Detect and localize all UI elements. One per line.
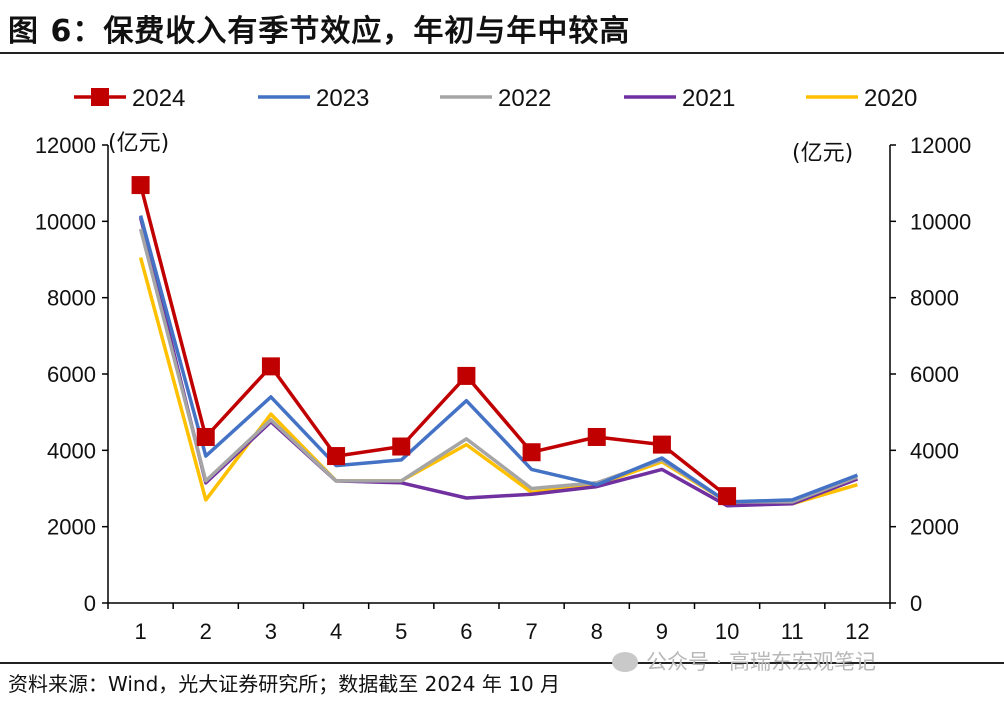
left-axis-unit: (亿元) [108,131,169,156]
source-note: 资料来源：Wind，光大证券研究所；数据截至 2024 年 10 月 [8,672,561,696]
x-tick-label: 9 [656,619,668,644]
data-point-2024 [587,427,606,446]
axes: 0 0 2000 2000 4000 4000 6000 6000 8000 8000 10000 1… [35,133,971,644]
wechat-icon [612,652,638,672]
watermark-text: 公众号 · 高瑞东宏观笔记 [646,650,877,674]
data-point-2024 [652,435,671,454]
data-point-2024 [261,357,280,376]
left-tick-label: 10000 [35,209,96,234]
series-line-2024 [138,184,729,498]
x-tick-label: 4 [330,619,342,644]
data-point-2024 [457,366,476,385]
data-point-2024 [131,176,150,195]
data-point-2024 [327,447,346,466]
right-axis-unit: (亿元) [792,141,853,166]
data-point-2024 [522,443,541,462]
legend-label-2024: 2024 [132,85,185,112]
footer-divider [0,662,1004,664]
page-title: 图 6：保费收入有季节效应，年初与年中较高 [8,14,631,49]
right-tick-label: 2000 [910,515,959,540]
watermark: 公众号 · 高瑞东宏观笔记 [612,646,876,676]
right-tick-label: 4000 [910,438,959,463]
right-tick-label: 8000 [910,286,959,311]
legend-marker-2024 [91,88,109,106]
x-tick-label: 11 [781,619,804,644]
left-tick-label: 4000 [47,438,96,463]
title-divider [0,52,1004,54]
right-tick-label: 0 [910,591,922,616]
left-tick-label: 8000 [47,286,96,311]
x-tick-label: 8 [591,619,603,644]
x-tick-label: 1 [134,619,146,644]
x-tick-label: 7 [525,619,537,644]
left-tick-label: 0 [84,591,96,616]
data-point-2024 [196,427,215,446]
right-tick-label: 10000 [910,209,971,234]
x-tick-label: 10 [715,619,739,644]
data-point-2024 [718,487,737,506]
series-line-2023 [138,215,859,504]
data-point-2024 [392,437,411,456]
series-layer [131,176,859,508]
legend-label-2022: 2022 [498,85,551,112]
series-line-2020 [138,257,858,506]
legend: 2024 2023 2022 2021 2020 [74,85,917,112]
x-tick-label: 5 [395,619,407,644]
x-tick-label: 12 [845,619,869,644]
right-tick-label: 12000 [910,133,971,158]
x-tick-label: 3 [265,619,277,644]
legend-label-2023: 2023 [316,85,369,112]
x-tick-label: 2 [200,619,212,644]
legend-label-2020: 2020 [864,85,917,112]
right-tick-label: 6000 [910,362,959,387]
left-tick-label: 6000 [47,362,96,387]
legend-label-2021: 2021 [682,85,735,112]
left-tick-label: 12000 [35,133,96,158]
left-tick-label: 2000 [47,515,96,540]
series-line-2022 [138,228,859,504]
x-tick-label: 6 [460,619,472,644]
